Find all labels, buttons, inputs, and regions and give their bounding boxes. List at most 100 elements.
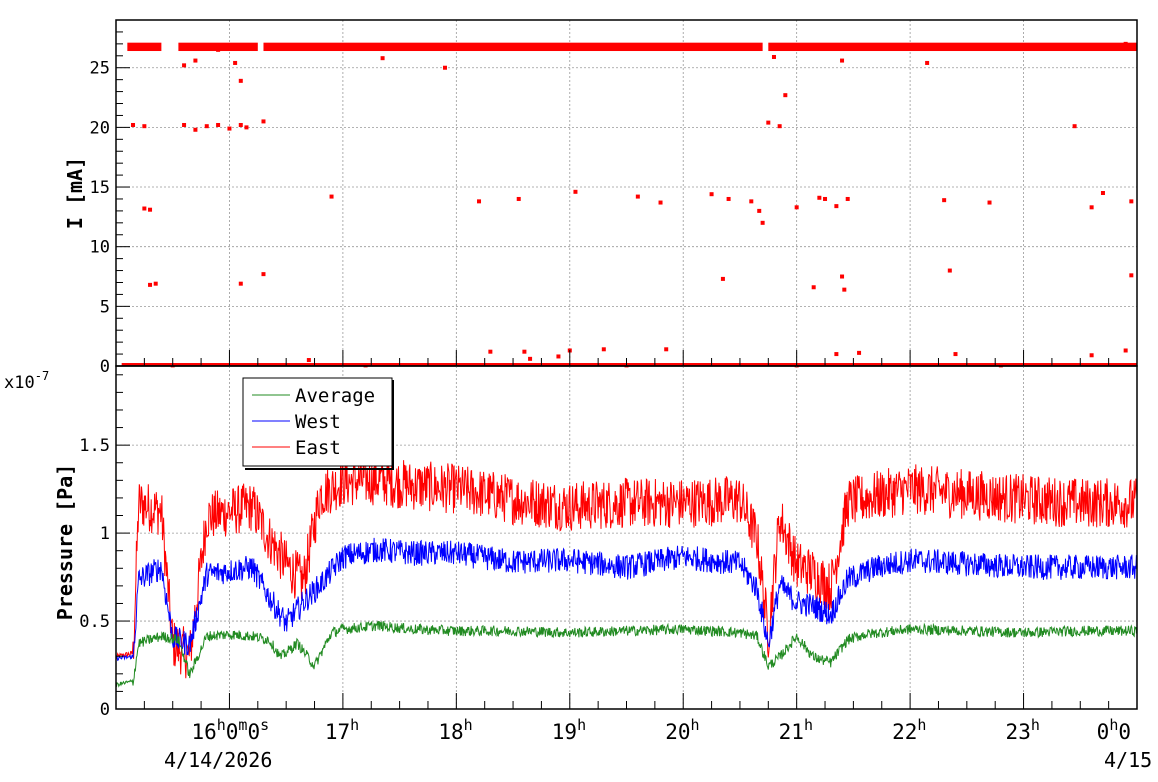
current-point-80 [306,358,311,363]
current-point-87 [664,347,669,352]
current-point-70 [148,282,153,287]
current-point-78 [947,268,952,273]
current-grid [116,20,1137,366]
current-point-59 [760,220,765,225]
pressure-ytick-label-0: 0 [100,700,110,720]
x-tick-label-21: 21h [779,716,813,744]
current-baseline-band [121,363,1137,367]
current-point-51 [516,196,521,201]
x-tick-label-19: 19h [552,716,586,744]
current-point-52 [573,189,578,194]
current-point-47 [142,206,147,211]
x-tick-label-20: 20h [665,716,699,744]
current-points [121,41,1137,368]
current-ytick-label-25: 25 [90,59,110,79]
current-point-77 [842,287,847,292]
current-main-band-0 [127,42,162,52]
pressure-y-exponent: x10-7 [4,369,49,393]
pressure-ytick-label-0.5: 0.5 [79,612,110,632]
current-main-band-2 [263,42,763,52]
x-tick-label-part: h [464,716,473,734]
x-tick-label-part: h [804,716,813,734]
current-point-61 [817,195,822,200]
legend-shadow-bottom [245,468,394,470]
current-point-73 [261,272,266,277]
current-point-84 [556,354,561,359]
current-point-71 [153,281,158,286]
legend-label-average: Average [295,385,375,407]
legend-box [242,377,393,467]
current-point-69 [1129,199,1134,204]
current-point-53 [635,194,640,199]
current-point-26 [233,60,238,65]
x-tick-label-23: 23h [1006,716,1040,744]
current-main-band-1 [178,42,258,52]
current-point-31 [840,58,845,63]
current-point-37 [204,124,209,129]
x-tick-label-part: 0 [1118,720,1131,744]
x-tick-label-part: h [691,716,700,734]
current-point-92 [1123,348,1128,353]
current-point-43 [766,120,771,125]
x-tick-label-part: 22 [892,720,917,744]
x-tick-label-part: 19 [552,720,577,744]
pressure-y-axis-label: Pressure [Pa] [53,464,77,621]
current-point-30 [771,54,776,59]
current-point-42 [261,119,266,124]
current-point-28 [380,56,385,61]
current-point-46 [1072,124,1077,129]
current-point-39 [227,126,232,131]
current-point-72 [238,281,243,286]
current-point-57 [749,199,754,204]
x-tick-label-22: 22h [892,716,926,744]
current-point-65 [942,198,947,203]
legend-shadow-right [392,380,394,468]
current-point-34 [142,124,147,129]
x-tick-label-17: 17h [325,716,359,744]
x-tick-label-part: 0 [247,720,260,744]
current-x-ticks [143,350,1138,366]
current-point-29 [442,65,447,70]
current-point-90 [953,352,958,357]
x-tick-label-part: m [238,716,247,734]
x-tick-label-part: 21 [779,720,804,744]
current-point-88 [834,352,839,357]
current-point-66 [987,200,992,205]
x-tick-label-part: h [217,716,226,734]
pressure-series-west [115,537,1138,662]
current-point-82 [522,349,527,354]
current-point-38 [216,122,221,127]
x-tick-label-part: h [350,716,359,734]
legend: Average West East [242,377,394,470]
x-axis-labels: 16h0m0s 17h 18h 19h 20h 21h 22h 23h 0h0 [191,716,1131,744]
date-label-start: 4/14/2026 [164,748,272,772]
current-point-76 [840,274,845,279]
x-tick-label-part: 23 [1006,720,1031,744]
current-point-41 [244,125,249,130]
date-label-end: 4/15 [1104,748,1152,772]
current-point-68 [1100,191,1105,195]
current-point-74 [720,276,725,281]
current-point-83 [528,356,533,361]
x-tick-label-24: 0h0 [1097,716,1131,744]
current-point-25 [193,58,198,63]
current-point-75 [811,285,816,290]
current-ytick-label-10: 10 [90,238,110,258]
current-ytick-label-0: 0 [100,357,110,377]
pressure-lines [115,456,1138,688]
x-tick-label-part: 18 [438,720,463,744]
x-tick-label-part: h [917,716,926,734]
current-y-ticks: 0 5 10 15 20 25 [90,19,130,377]
x-tick-label-part: h [1109,716,1118,734]
current-point-62 [823,196,828,201]
current-point-45 [783,93,788,98]
x-tick-label-part: 0 [226,720,239,744]
current-point-27 [238,78,243,83]
x-tick-label-part: s [260,716,269,734]
current-y-axis-label: I [mA] [63,157,87,229]
x-tick-label-part: h [577,716,586,734]
pressure-y-ticks: 0 0.5 1 1.5 [79,374,130,720]
current-point-86 [601,347,606,352]
